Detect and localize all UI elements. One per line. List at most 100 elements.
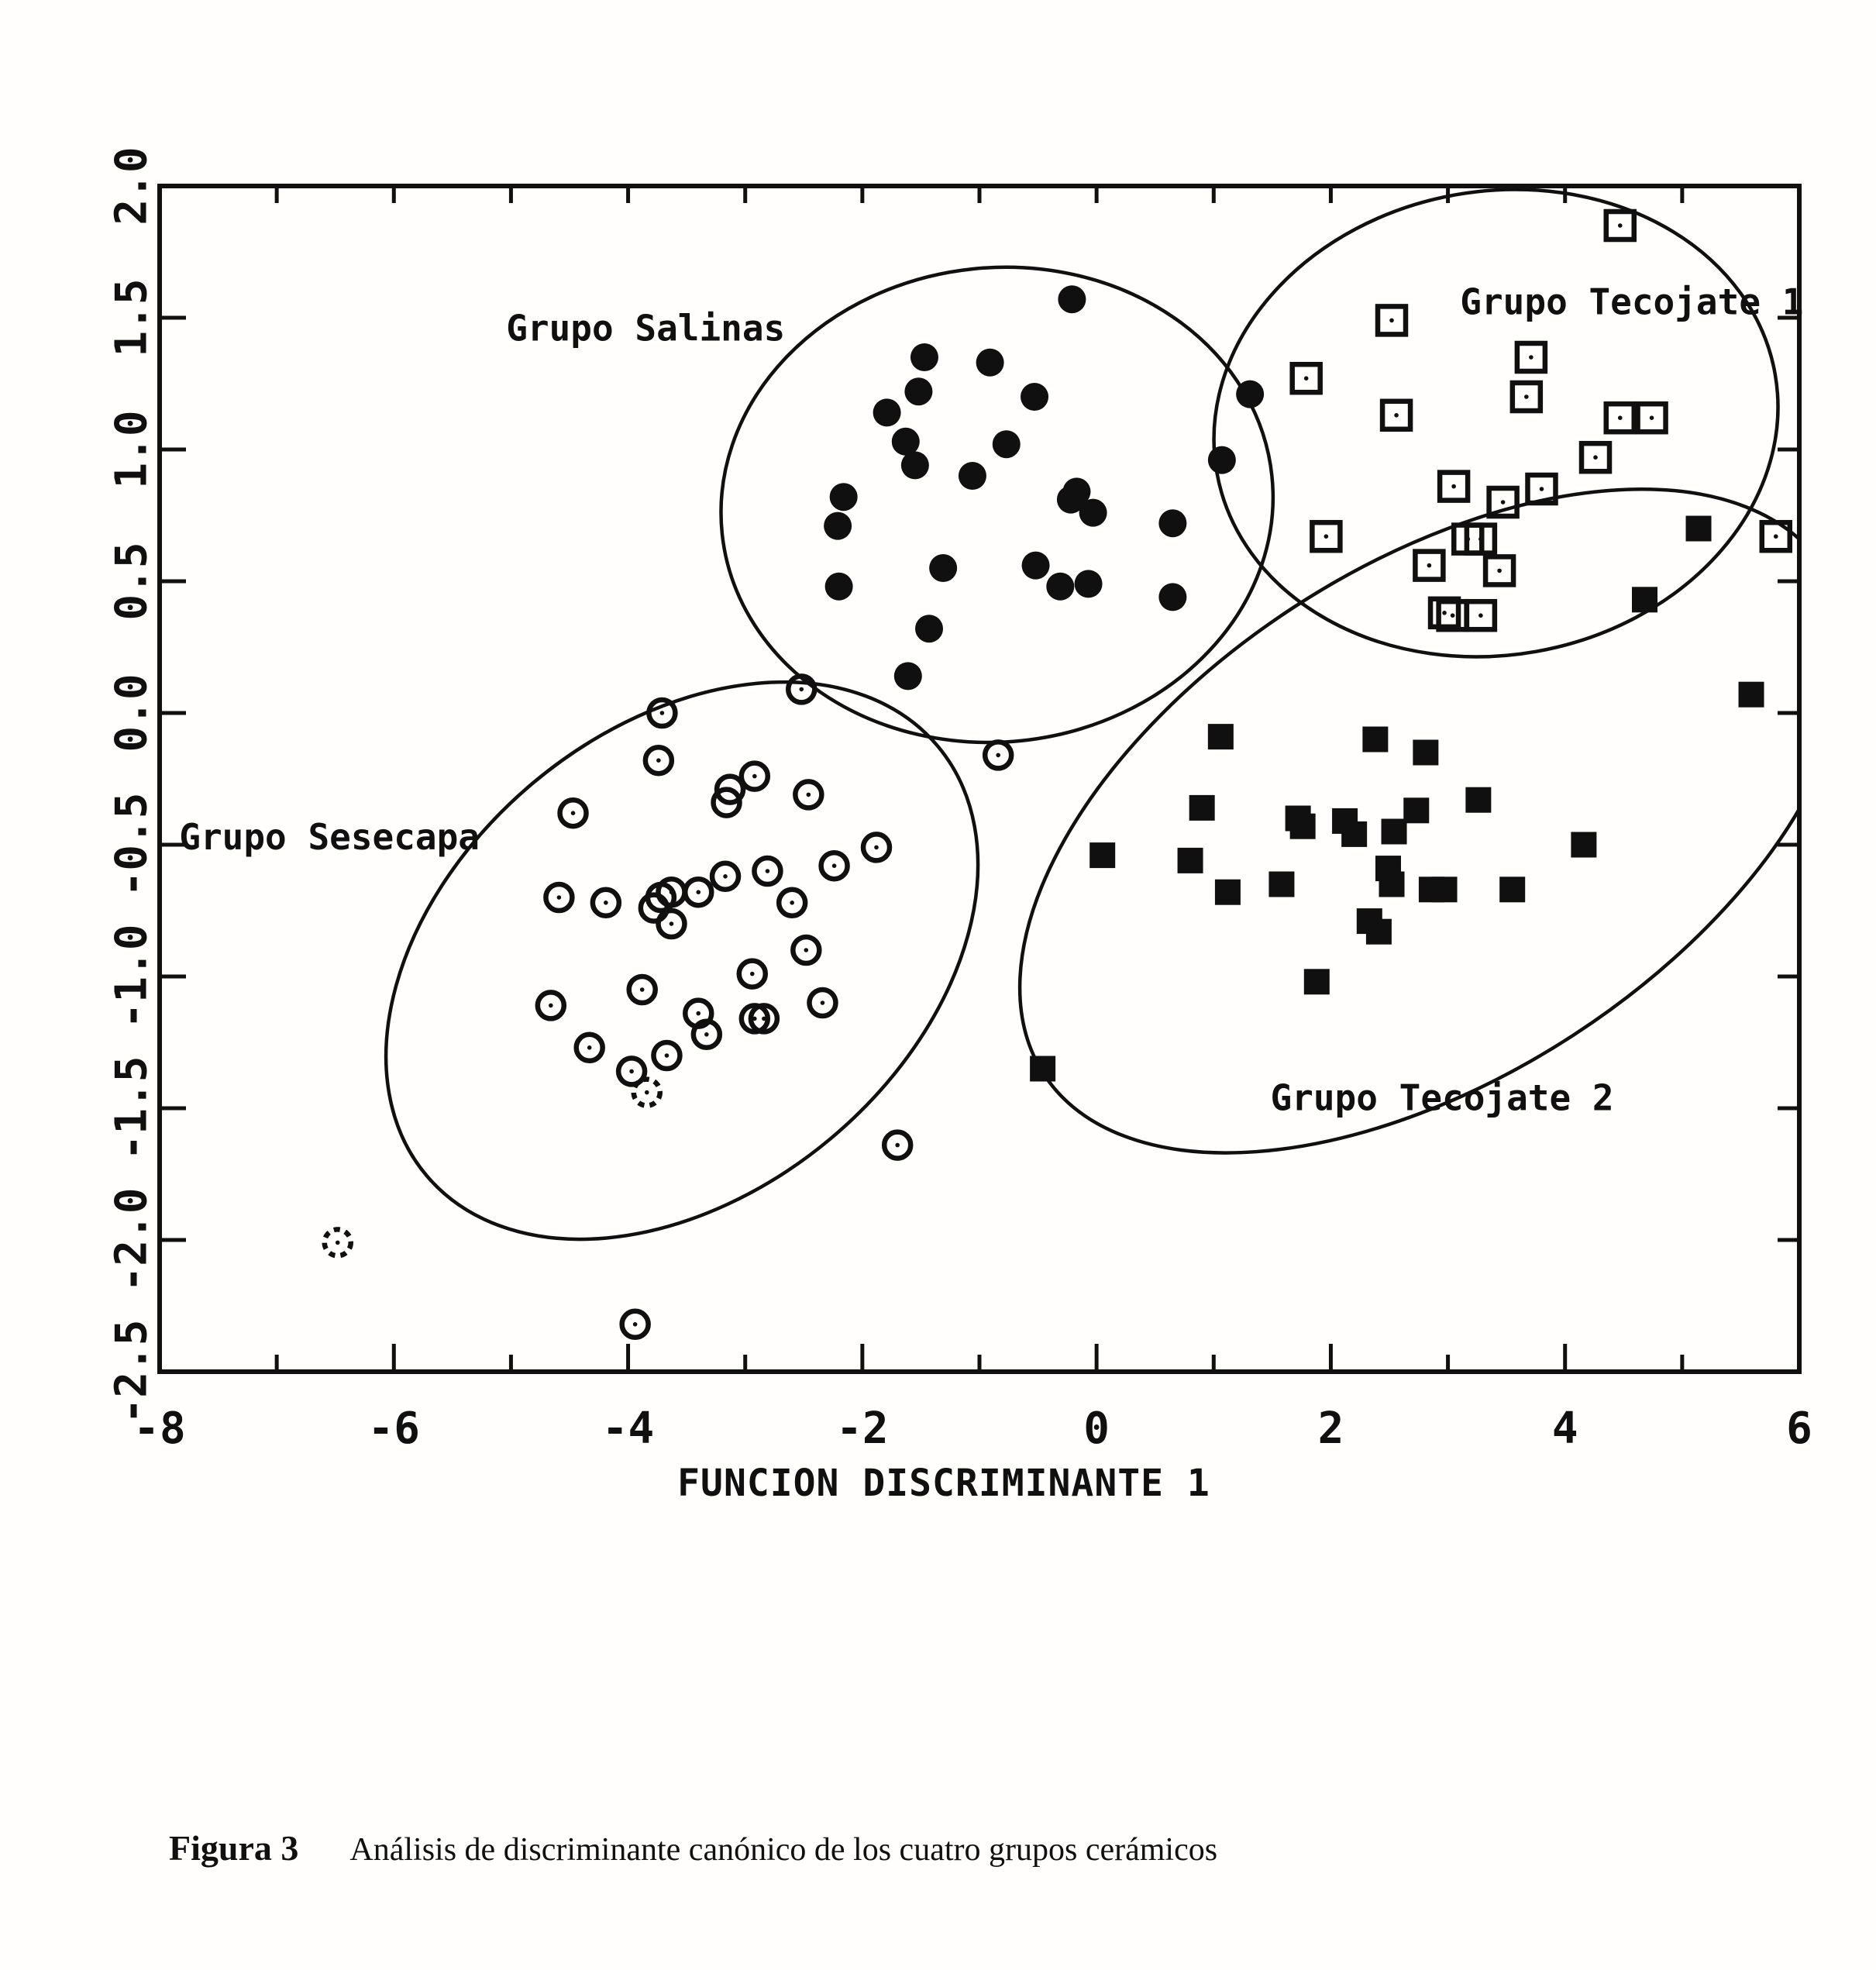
y-tick-label: 0.0 [107, 673, 157, 752]
point-filled-circle [1074, 570, 1103, 598]
point-open-circle [982, 739, 1014, 771]
point-filled-square [1413, 739, 1439, 766]
point-open-square [1482, 554, 1516, 587]
point-open-square [1578, 440, 1613, 474]
point-filled-circle [824, 511, 852, 540]
point-center-dot [1617, 223, 1623, 228]
point-open-circle [776, 887, 808, 919]
point-open-circle [573, 1031, 605, 1064]
point-open-circle [690, 1018, 723, 1051]
point-open-circle [738, 760, 771, 792]
point-filled-square [1289, 813, 1316, 839]
point-center-dot [1593, 455, 1598, 460]
point-open-circle [557, 797, 589, 829]
point-center-dot [799, 687, 804, 692]
point-center-dot [1442, 611, 1447, 615]
point-open-circle [714, 773, 746, 805]
series-grupo-tecojate-2 [1030, 515, 1764, 1082]
point-filled-circle [1056, 485, 1085, 514]
point-center-dot [549, 1003, 553, 1008]
point-open-circle [535, 990, 567, 1021]
group-label: Grupo Sesecapa [179, 816, 480, 858]
y-tick-label: -1.0 [107, 925, 157, 1029]
point-open-circle [646, 697, 678, 729]
y-tick-label: -1.5 [107, 1056, 157, 1161]
x-tick-label: -8 [133, 1403, 185, 1454]
point-open-circle [790, 934, 822, 966]
point-filled-circle [1021, 551, 1050, 580]
point-center-dot [1450, 613, 1455, 618]
y-tick-label: 1.0 [107, 410, 157, 488]
point-center-dot [1389, 318, 1394, 323]
point-open-square [1289, 361, 1323, 395]
point-filled-square [1341, 821, 1368, 847]
x-tick-label: 6 [1786, 1403, 1812, 1454]
x-tick-label: -2 [836, 1403, 888, 1454]
point-open-circle [626, 973, 658, 1006]
point-open-square [1603, 401, 1637, 435]
point-open-square [1464, 598, 1498, 632]
point-filled-circle [910, 343, 938, 371]
point-open-square [1379, 398, 1413, 432]
point-filled-circle [992, 430, 1021, 459]
point-filled-circle [891, 427, 920, 456]
point-filled-circle [1207, 446, 1236, 474]
point-open-circle [711, 787, 742, 818]
point-filled-circle [958, 462, 986, 490]
point-open-square [1427, 596, 1461, 630]
point-open-square [1603, 208, 1637, 243]
point-filled-square [1089, 842, 1116, 869]
point-center-dot [632, 1322, 638, 1327]
series-grupo-salinas [824, 285, 1265, 691]
point-center-dot [644, 1090, 649, 1095]
point-filled-circle [1079, 498, 1107, 527]
point-center-dot [1617, 415, 1623, 420]
point-filled-circle [824, 572, 853, 601]
point-center-dot [696, 1011, 701, 1016]
point-filled-square [1303, 969, 1330, 995]
point-filled-square [1362, 726, 1389, 753]
point-center-dot [1524, 394, 1529, 399]
point-center-dot [996, 753, 1000, 758]
point-open-square [1486, 485, 1520, 519]
point-center-dot [664, 1053, 670, 1058]
point-center-dot [752, 1016, 757, 1021]
point-filled-circle [1021, 383, 1049, 411]
point-center-dot [749, 971, 755, 976]
point-center-dot [669, 921, 674, 926]
point-filled-square [1685, 515, 1712, 542]
point-open-circle [860, 832, 893, 863]
point-center-dot [762, 1016, 766, 1021]
point-center-dot [587, 1045, 592, 1050]
x-tick-label: -4 [602, 1403, 654, 1454]
point-filled-square [1379, 871, 1405, 897]
point-filled-circle [904, 377, 933, 406]
point-open-circle [748, 1003, 780, 1035]
y-tick-label: 2.0 [107, 146, 157, 225]
point-center-dot [1478, 536, 1483, 542]
point-filled-square [1381, 818, 1407, 845]
point-center-dot [806, 792, 811, 797]
point-center-dot [604, 901, 608, 905]
point-open-circle [683, 876, 714, 908]
point-open-circle [543, 881, 575, 914]
point-filled-circle [1158, 509, 1187, 538]
point-filled-square [1207, 724, 1234, 750]
point-filled-square [1738, 681, 1764, 708]
point-center-dot [570, 811, 576, 815]
point-filled-circle [1236, 380, 1265, 408]
point-open-square [1525, 472, 1558, 506]
point-center-dot [1324, 534, 1329, 539]
point-open-circle [786, 673, 818, 705]
point-center-dot [831, 863, 837, 868]
group-ellipse [719, 265, 1275, 745]
point-center-dot [1303, 376, 1309, 381]
point-filled-circle [1046, 572, 1075, 601]
x-tick-label: 2 [1318, 1403, 1344, 1454]
y-tick-label: -0.5 [107, 793, 157, 897]
point-center-dot [1451, 484, 1456, 489]
point-center-dot [1497, 568, 1502, 573]
point-center-dot [659, 711, 665, 715]
point-filled-circle [900, 451, 929, 480]
